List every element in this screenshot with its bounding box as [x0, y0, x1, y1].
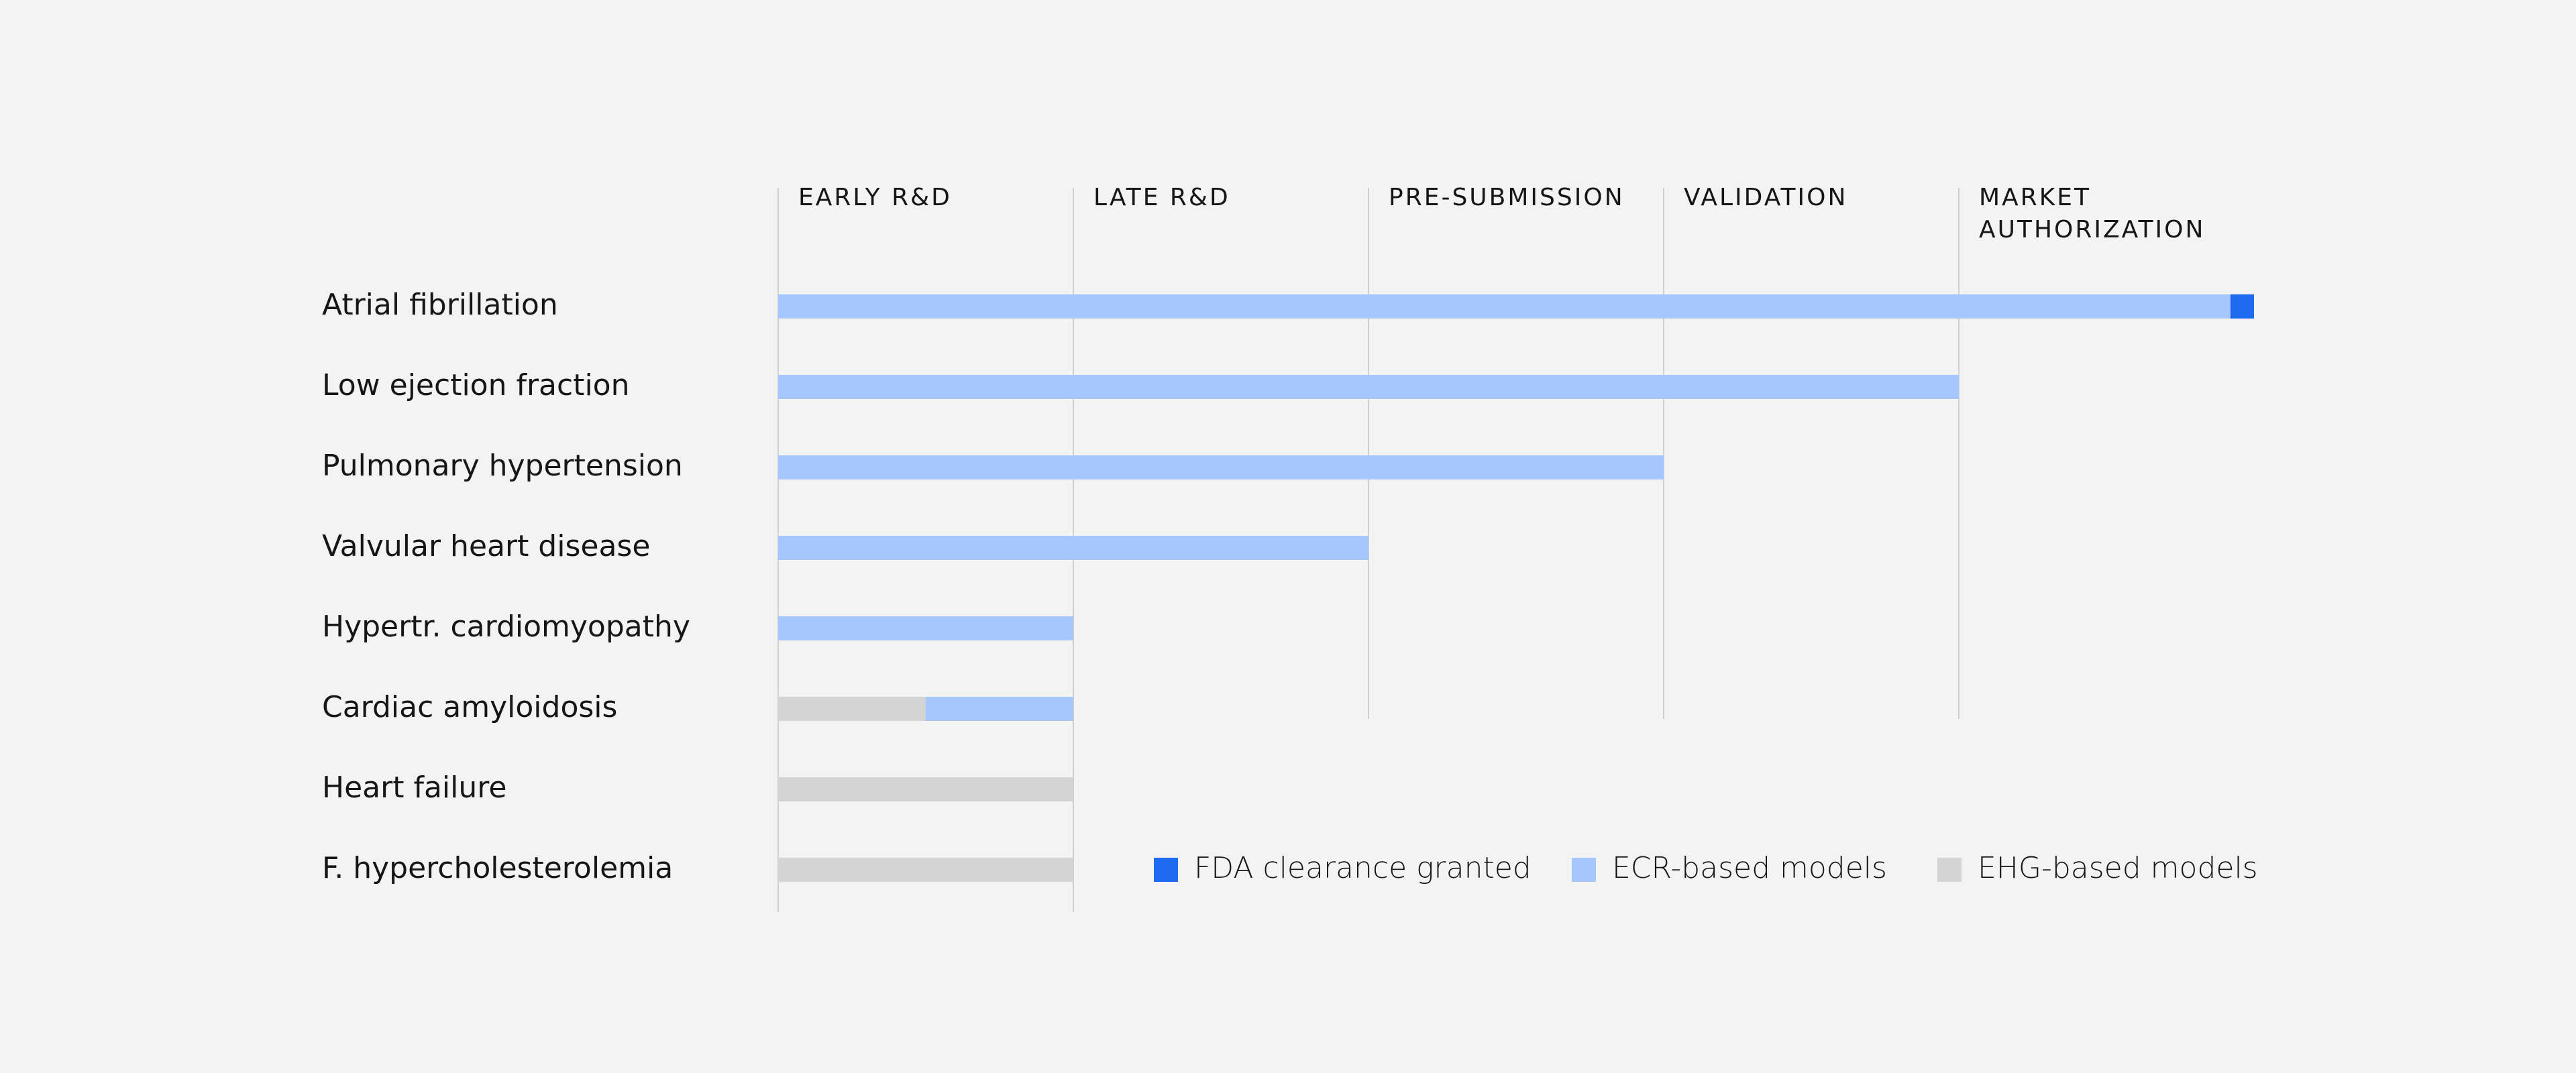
row-labels: Atrial fibrillation Low ejection fraction…: [322, 288, 690, 885]
bar-cardiac-amyloidosis-ecr-based-models: [926, 697, 1073, 721]
bar-low-ejection-fraction-ecr-based-models: [778, 375, 1959, 399]
legend-label-ecr-based-models: ECR-based models: [1612, 851, 1887, 885]
legend-label-fda-clearance-granted: FDA clearance granted: [1194, 851, 1532, 885]
bar-atrial-fibrillation-ecr-based-models: [778, 294, 2231, 319]
bar-valvular-heart-disease-ecr-based-models: [778, 536, 1368, 560]
bar-cardiac-amyloidosis-ehg-based-models: [778, 697, 926, 721]
stage-label-pre-submission: PRE-SUBMISSION: [1389, 184, 1625, 211]
bar-atrial-fibrillation-fda-clearance-granted: [2230, 294, 2254, 319]
row-label-heart-failure: Heart failure: [322, 771, 506, 805]
row-label-low-ejection-fraction: Low ejection fraction: [322, 368, 629, 402]
row-label-cardiac-amyloidosis: Cardiac amyloidosis: [322, 690, 617, 724]
legend-swatch-ecr-based-models: [1572, 858, 1596, 882]
bar-hypertr-cardiomyopathy-ecr-based-models: [778, 616, 1073, 640]
bar-heart-failure-ehg-based-models: [778, 777, 1073, 801]
row-label-valvular-heart-disease: Valvular heart disease: [322, 529, 650, 563]
stage-label-validation: VALIDATION: [1684, 184, 1847, 211]
row-label-pulmonary-hypertension: Pulmonary hypertension: [322, 449, 683, 483]
legend-swatch-ehg-based-models: [1937, 858, 1962, 882]
bar-pulmonary-hypertension-ecr-based-models: [778, 455, 1664, 479]
stage-label-market-authorization: MARKET AUTHORIZATION: [1979, 184, 2205, 243]
legend: FDA clearance granted ECR-based models EHG…: [1154, 851, 2258, 885]
row-label-atrial-fibrillation: Atrial fibrillation: [322, 288, 558, 322]
bar-f-hypercholesterolemia-ehg-based-models: [778, 858, 1073, 882]
stage-label-early-r-d: EARLY R&D: [798, 184, 952, 211]
legend-swatch-fda-clearance-granted: [1154, 858, 1178, 882]
legend-label-ehg-based-models: EHG-based models: [1978, 851, 2258, 885]
stage-label-late-r-d: LATE R&D: [1093, 184, 1230, 211]
bars: [778, 294, 2254, 882]
stage-header-labels: EARLY R&D LATE R&D PRE-SUBMISSION VALIDATIO…: [798, 184, 2205, 243]
row-label-f-hypercholesterolemia: F. hypercholesterolemia: [322, 851, 673, 885]
row-label-hypertr-cardiomyopathy: Hypertr. cardiomyopathy: [322, 610, 690, 644]
